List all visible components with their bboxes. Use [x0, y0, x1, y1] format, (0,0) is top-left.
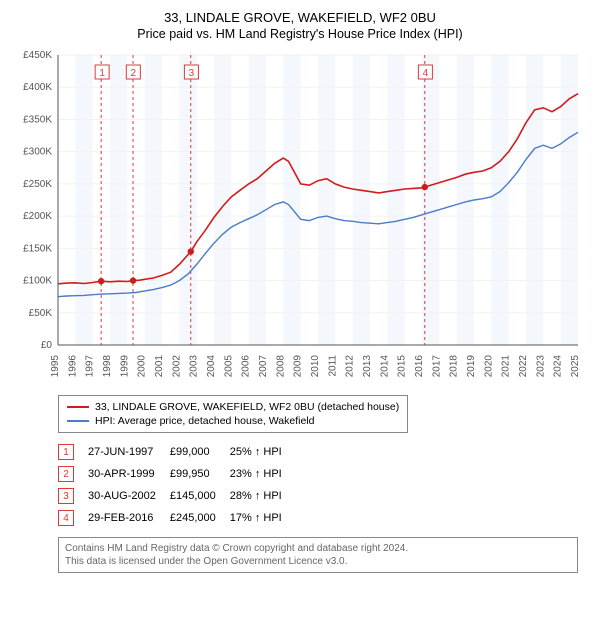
txn-marker: 3	[58, 488, 74, 504]
txn-date: 30-APR-1999	[88, 463, 170, 485]
table-row: 2 30-APR-1999£99,95023% ↑ HPI	[58, 463, 296, 485]
txn-date: 29-FEB-2016	[88, 507, 170, 529]
svg-text:2014: 2014	[379, 355, 390, 378]
legend-label: 33, LINDALE GROVE, WAKEFIELD, WF2 0BU (d…	[95, 401, 399, 413]
svg-text:2: 2	[131, 68, 137, 79]
svg-text:2012: 2012	[345, 355, 356, 378]
svg-text:2013: 2013	[362, 355, 373, 378]
svg-text:£0: £0	[41, 340, 53, 351]
svg-text:2024: 2024	[553, 355, 564, 378]
txn-pct: 25% ↑ HPI	[230, 441, 296, 463]
svg-text:2000: 2000	[137, 355, 148, 378]
table-row: 1 27-JUN-1997£99,00025% ↑ HPI	[58, 441, 296, 463]
svg-text:2006: 2006	[241, 355, 252, 378]
chart-subtitle: Price paid vs. HM Land Registry's House …	[12, 27, 588, 41]
svg-text:2018: 2018	[449, 355, 460, 378]
table-row: 4 29-FEB-2016£245,00017% ↑ HPI	[58, 507, 296, 529]
legend-item: HPI: Average price, detached house, Wake…	[67, 414, 399, 428]
svg-text:2010: 2010	[310, 355, 321, 378]
svg-text:2007: 2007	[258, 355, 269, 378]
svg-text:2008: 2008	[275, 355, 286, 378]
svg-text:2001: 2001	[154, 355, 165, 378]
svg-text:1999: 1999	[119, 355, 130, 378]
footer-line: This data is licensed under the Open Gov…	[65, 555, 571, 568]
txn-marker: 2	[58, 466, 74, 482]
price-chart: £0 £50K £100K £150K £200K £250K £300K £350K £400…	[12, 49, 588, 389]
svg-text:2017: 2017	[431, 355, 442, 378]
svg-text:£100K: £100K	[23, 276, 52, 287]
svg-text:£250K: £250K	[23, 179, 52, 190]
svg-text:2019: 2019	[466, 355, 477, 378]
txn-pct: 23% ↑ HPI	[230, 463, 296, 485]
txn-price: £99,000	[170, 441, 230, 463]
svg-text:£350K: £350K	[23, 114, 52, 125]
txn-date: 30-AUG-2002	[88, 485, 170, 507]
svg-text:1995: 1995	[50, 355, 61, 378]
svg-text:£150K: £150K	[23, 243, 52, 254]
txn-marker: 1	[58, 444, 74, 460]
footer-line: Contains HM Land Registry data © Crown c…	[65, 542, 571, 555]
svg-text:1: 1	[99, 68, 105, 79]
svg-text:£400K: £400K	[23, 82, 52, 93]
svg-text:2023: 2023	[535, 355, 546, 378]
svg-text:2016: 2016	[414, 355, 425, 378]
attribution-footer: Contains HM Land Registry data © Crown c…	[58, 537, 578, 573]
txn-price: £245,000	[170, 507, 230, 529]
svg-text:1996: 1996	[67, 355, 78, 378]
svg-text:2004: 2004	[206, 355, 217, 378]
svg-text:3: 3	[189, 68, 195, 79]
svg-text:2009: 2009	[293, 355, 304, 378]
legend-item: 33, LINDALE GROVE, WAKEFIELD, WF2 0BU (d…	[67, 400, 399, 414]
svg-text:2021: 2021	[501, 355, 512, 378]
svg-text:£200K: £200K	[23, 211, 52, 222]
svg-text:£300K: £300K	[23, 147, 52, 158]
svg-text:2025: 2025	[570, 355, 581, 378]
legend-swatch	[67, 420, 89, 422]
svg-text:2003: 2003	[189, 355, 200, 378]
table-row: 3 30-AUG-2002£145,00028% ↑ HPI	[58, 485, 296, 507]
transactions-table: 1 27-JUN-1997£99,00025% ↑ HPI 2 30-APR-1999…	[58, 441, 296, 529]
svg-text:2005: 2005	[223, 355, 234, 378]
svg-text:£50K: £50K	[29, 308, 53, 319]
svg-text:2011: 2011	[327, 355, 338, 377]
svg-text:2020: 2020	[483, 355, 494, 378]
txn-price: £145,000	[170, 485, 230, 507]
svg-text:£450K: £450K	[23, 50, 52, 61]
legend-label: HPI: Average price, detached house, Wake…	[95, 415, 314, 427]
svg-text:2022: 2022	[518, 355, 529, 378]
svg-text:1998: 1998	[102, 355, 113, 378]
svg-text:2015: 2015	[397, 355, 408, 378]
txn-price: £99,950	[170, 463, 230, 485]
txn-pct: 17% ↑ HPI	[230, 507, 296, 529]
chart-legend: 33, LINDALE GROVE, WAKEFIELD, WF2 0BU (d…	[58, 395, 408, 433]
svg-text:1997: 1997	[85, 355, 96, 378]
txn-date: 27-JUN-1997	[88, 441, 170, 463]
txn-marker: 4	[58, 510, 74, 526]
legend-swatch	[67, 406, 89, 408]
txn-pct: 28% ↑ HPI	[230, 485, 296, 507]
svg-text:2002: 2002	[171, 355, 182, 378]
svg-text:4: 4	[423, 68, 429, 79]
chart-title: 33, LINDALE GROVE, WAKEFIELD, WF2 0BU	[12, 10, 588, 25]
